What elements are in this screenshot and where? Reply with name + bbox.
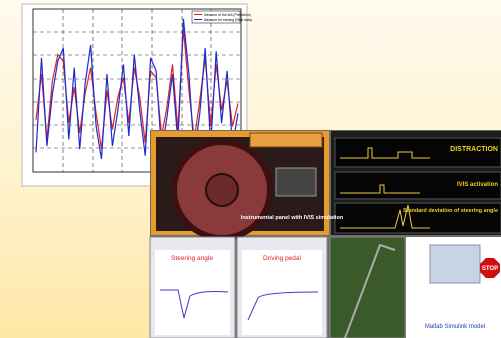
pedal-label: Driving pedal — [263, 255, 301, 262]
screenshot: Measure of the MA (Prediction)Measure fo… — [0, 0, 501, 338]
ivis-screen — [276, 168, 316, 196]
distraction-label: DISTRACTION — [450, 146, 498, 153]
legend-label: Measure of the MA (Prediction) — [204, 13, 251, 17]
model-label: Matlab Simulink model — [425, 324, 485, 330]
map-view — [330, 237, 405, 338]
small-plot — [155, 250, 230, 335]
std-label: Standard deviation of steering angle — [403, 208, 498, 214]
car-image — [430, 245, 480, 283]
panel-header — [250, 133, 322, 147]
ivis-label: IVIS activation — [457, 182, 498, 188]
legend-label: Measure for training (Real data) — [204, 18, 252, 22]
stop-text: STOP — [482, 266, 498, 272]
page: Measure of the MA (Prediction)Measure fo… — [0, 0, 501, 338]
steering-label: Steering angle — [171, 255, 213, 262]
instrument-label: Instrumental panel with IVIS simulation — [241, 215, 344, 221]
wheel-hub — [206, 174, 238, 206]
